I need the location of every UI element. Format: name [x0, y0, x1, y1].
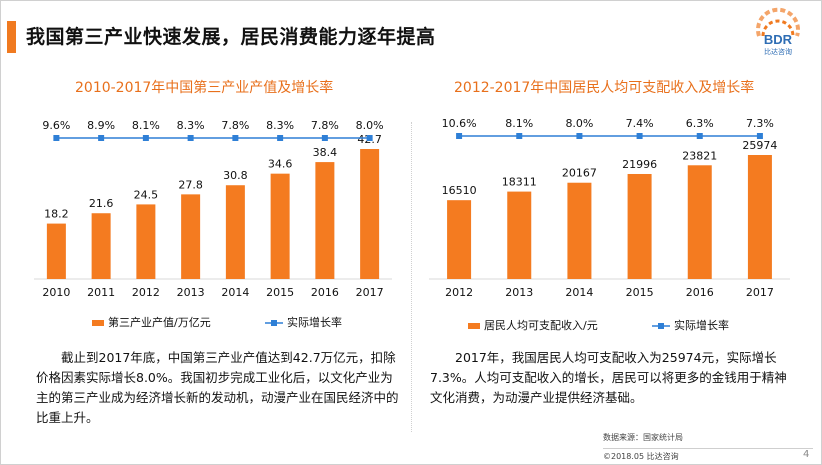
rate-point [636, 133, 643, 139]
x-tick-label: 2017 [356, 286, 384, 299]
rate-point [756, 133, 763, 139]
rate-point [456, 133, 463, 139]
bar-value-label: 20167 [562, 167, 597, 180]
bar [46, 223, 66, 279]
rate-value-label: 6.3% [686, 117, 714, 130]
x-tick-label: 2016 [686, 286, 714, 299]
legend-line-label: 实际增长率 [287, 315, 342, 329]
x-tick-label: 2013 [505, 286, 533, 299]
bdr-logo-icon [756, 7, 800, 37]
x-tick-label: 2014 [565, 286, 593, 299]
rate-point [232, 135, 239, 141]
chart-divider [411, 122, 412, 432]
bar [360, 149, 380, 279]
bar [91, 213, 111, 279]
bar [315, 162, 335, 279]
x-tick-label: 2017 [746, 286, 774, 299]
rate-value-label: 8.1% [132, 119, 160, 132]
rate-value-label: 7.8% [221, 119, 249, 132]
bar [181, 194, 201, 279]
legend-bar-swatch [468, 323, 480, 329]
x-tick-label: 2016 [311, 286, 339, 299]
footer-divider [603, 448, 813, 449]
rate-point [98, 135, 105, 141]
logo-subtitle: 比达咨询 [764, 47, 792, 56]
page-title: 我国第三产业快速发展，居民消费能力逐年提高 [26, 26, 436, 48]
bar-value-label: 18311 [502, 176, 537, 189]
copyright: ©2018.05 比达咨询 [603, 452, 679, 461]
bar-value-label: 27.8 [178, 178, 203, 191]
bar [627, 173, 652, 279]
rate-value-label: 8.3% [177, 119, 205, 132]
rate-point [277, 135, 284, 141]
x-tick-label: 2014 [221, 286, 249, 299]
left-paragraph: 截止到2017年底，中国第三产业产值达到42.7万亿元，扣除价格因素实际增长8.… [36, 350, 399, 425]
bar-value-label: 38.4 [313, 146, 338, 159]
rate-point [187, 135, 194, 141]
rate-value-label: 8.1% [505, 117, 533, 130]
rate-value-label: 8.0% [565, 117, 593, 130]
bar-value-label: 21996 [622, 158, 657, 171]
bar [225, 185, 245, 279]
bar-value-label: 34.6 [268, 158, 293, 171]
left-chart-title: 2010-2017年中国第三产业产值及增长率 [75, 80, 334, 96]
right-paragraph: 2017年，我国居民人均可支配收入为25974元，实际增长7.3%。人均可支配收… [430, 350, 787, 405]
x-tick-label: 2015 [266, 286, 294, 299]
bar-value-label: 25974 [742, 139, 777, 152]
x-tick-label: 2010 [42, 286, 70, 299]
bar [567, 182, 592, 279]
x-tick-label: 2015 [626, 286, 654, 299]
legend-bar-swatch [92, 320, 104, 326]
x-tick-label: 2012 [132, 286, 160, 299]
rate-value-label: 10.6% [442, 117, 477, 130]
bar-value-label: 18.2 [44, 208, 69, 221]
gdp-chart: 18.2 2010 21.6 2011 24.5 2012 27.8 2013 30.8 2014… [34, 119, 392, 329]
rate-value-label: 7.3% [746, 117, 774, 130]
rate-point [576, 133, 583, 139]
bar [507, 191, 532, 279]
bar-value-label: 16510 [442, 184, 477, 197]
right-chart-title: 2012-2017年中国居民人均可支配收入及增长率 [454, 80, 755, 96]
rate-value-label: 7.4% [626, 117, 654, 130]
x-tick-label: 2012 [445, 286, 473, 299]
income-chart: 16510 2012 18311 2013 20167 2014 21996 2015 2382… [429, 117, 790, 332]
bar-value-label: 30.8 [223, 169, 248, 182]
rate-point [142, 135, 149, 141]
bdr-logo: BDR 比达咨询 [756, 7, 800, 56]
bar [447, 200, 472, 279]
bar [747, 155, 772, 279]
legend-line-label: 实际增长率 [674, 318, 729, 332]
logo-text: BDR [764, 32, 793, 47]
rate-value-label: 8.9% [87, 119, 115, 132]
rate-point [53, 135, 60, 141]
data-source: 数据来源：国家统计局 [603, 433, 683, 442]
rate-value-label: 7.8% [311, 119, 339, 132]
bar-value-label: 21.6 [89, 197, 114, 210]
rate-point [696, 133, 703, 139]
legend-line-marker [658, 323, 664, 329]
rate-value-label: 8.3% [266, 119, 294, 132]
legend-bar-label: 第三产业产值/万亿元 [108, 315, 211, 329]
rate-value-label: 8.0% [356, 119, 384, 132]
bar-value-label: 24.5 [134, 188, 159, 201]
rate-value-label: 9.6% [42, 119, 70, 132]
bar-value-label: 23821 [682, 149, 717, 162]
page-number: 4 [803, 449, 810, 460]
x-tick-label: 2011 [87, 286, 115, 299]
legend-bar-label: 居民人均可支配收入/元 [484, 318, 598, 332]
rate-point [366, 135, 373, 141]
x-tick-label: 2013 [177, 286, 205, 299]
bar [687, 165, 712, 279]
bar [136, 204, 156, 279]
title-accent-bar [7, 21, 16, 53]
rate-point [321, 135, 328, 141]
bar [270, 173, 290, 279]
rate-point [516, 133, 523, 139]
legend-line-marker [271, 320, 277, 326]
